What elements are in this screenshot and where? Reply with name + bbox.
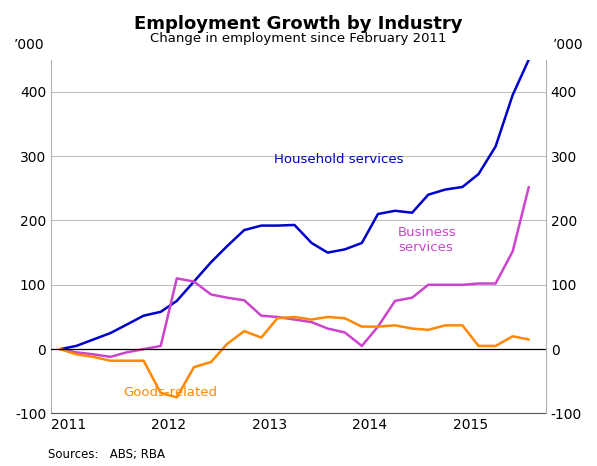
- Text: Goods-related: Goods-related: [124, 386, 217, 399]
- Text: ’000: ’000: [552, 39, 583, 53]
- Text: Business
services: Business services: [398, 226, 457, 254]
- Text: Household services: Household services: [275, 153, 404, 166]
- Title: Employment Growth by Industry: Employment Growth by Industry: [134, 15, 463, 33]
- Text: Sources:   ABS; RBA: Sources: ABS; RBA: [48, 448, 165, 461]
- Text: ’000: ’000: [14, 39, 45, 53]
- Text: Change in employment since February 2011: Change in employment since February 2011: [150, 33, 447, 45]
